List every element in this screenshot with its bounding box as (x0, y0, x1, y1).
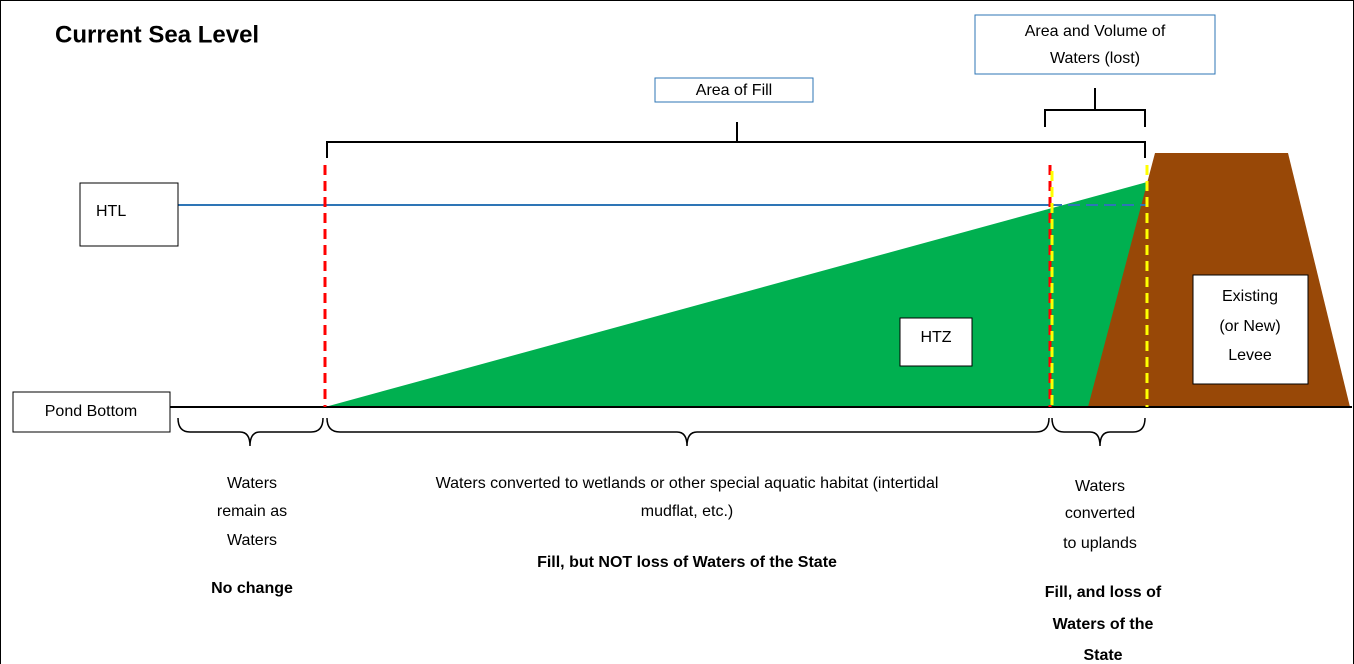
zone-description: converted (1065, 505, 1135, 522)
zone-description: mudflat, etc.) (641, 503, 733, 520)
title: Current Sea Level (55, 21, 259, 48)
htl-label: HTL (96, 203, 126, 220)
zone-description: remain as (217, 503, 287, 520)
zone-description: Waters (227, 532, 277, 549)
zone-outcome: Fill, but NOT loss of Waters of the Stat… (537, 554, 837, 571)
htl-box (80, 183, 178, 246)
zone-outcome: No change (211, 580, 293, 597)
zone-description: to uplands (1063, 535, 1137, 552)
htz-label: HTZ (920, 329, 951, 346)
zone-description: Waters converted to wetlands or other sp… (436, 475, 939, 492)
pond-bottom-label: Pond Bottom (45, 403, 138, 420)
zone-description: Waters (227, 475, 277, 492)
zone-outcome: State (1083, 647, 1122, 664)
area-volume-label: Area and Volume of (1025, 23, 1166, 40)
levee-label: Levee (1228, 347, 1272, 364)
diagram: Current Sea Level HTL Pond Bottom HTZ Ex… (0, 0, 1354, 664)
levee-label: Existing (1222, 288, 1278, 305)
levee-label: (or New) (1219, 318, 1280, 335)
area-volume-label: Waters (lost) (1050, 50, 1140, 67)
area-of-fill-label: Area of Fill (696, 82, 772, 99)
zone-outcome: Waters of the (1053, 616, 1154, 633)
zone-description: Waters (1075, 478, 1125, 495)
zone-outcome: Fill, and loss of (1045, 584, 1162, 601)
